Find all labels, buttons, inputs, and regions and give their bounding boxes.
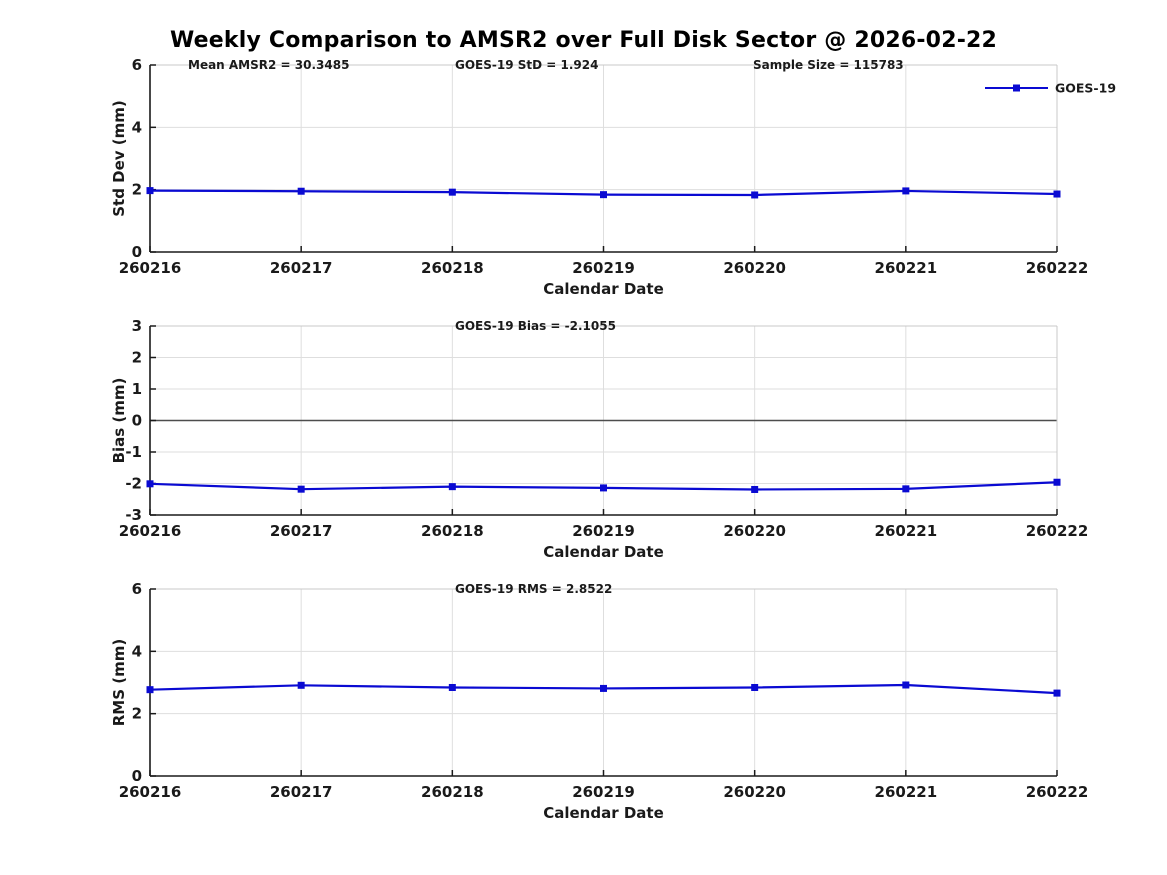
y-tick-label: -3 [125,506,142,524]
y-tick-label: 6 [132,580,142,598]
data-point-marker [600,484,607,492]
y-tick-label: -1 [125,443,142,461]
y-tick-label: 2 [132,349,142,367]
x-tick-label: 260221 [875,522,938,540]
subplot-bias: -3 -2 -1 0 1 2 3 260216 260217 260218 260219 260220… [110,317,1088,561]
y-tick-label: 4 [132,118,142,136]
data-point-marker [448,188,456,196]
subplot-stddev: 0 2 4 6 260216 260217 260218 260219 260220 260221… [110,56,1116,298]
subplot-rms: 0 2 4 6 260216 260217 260218 260219 260220 260221… [110,580,1088,822]
legend-marker [1013,84,1020,92]
data-point-marker [1053,689,1061,697]
data-point-marker [146,187,154,195]
y-tick-label: 0 [132,767,142,785]
x-tick-label: 260219 [572,522,635,540]
x-axis-label: Calendar Date [543,804,664,822]
data-point-marker [902,187,910,195]
data-point-marker [1053,478,1061,486]
x-tick-label: 260220 [723,259,786,277]
x-tick-label: 260222 [1026,259,1089,277]
x-tick-label: 260219 [572,783,635,801]
x-tick-label: 260216 [119,522,182,540]
y-tick-label: 2 [132,181,142,199]
data-point-marker [297,681,305,689]
x-tick-label: 260221 [875,783,938,801]
y-tick-label: -2 [125,475,142,493]
x-tick-label: 260221 [875,259,938,277]
y-axis-label: Std Dev (mm) [110,100,128,217]
annotation: GOES-19 Bias = -2.1055 [455,319,616,333]
x-tick-label: 260216 [119,259,182,277]
data-point-marker [146,480,154,488]
annotation: Mean AMSR2 = 30.3485 [188,58,349,72]
x-tick-label: 260216 [119,783,182,801]
x-tick-label: 260220 [723,783,786,801]
y-tick-label: 4 [132,642,142,660]
data-point-marker [902,485,910,493]
y-tick-label: 1 [132,380,142,398]
data-point-marker [1053,190,1061,198]
annotation: GOES-19 StD = 1.924 [455,58,598,72]
x-tick-label: 260218 [421,783,484,801]
y-tick-label: 6 [132,56,142,74]
x-tick-label: 260220 [723,522,786,540]
data-point-marker [448,683,456,691]
chart-title: Weekly Comparison to AMSR2 over Full Dis… [169,28,998,53]
data-point-marker [146,686,154,694]
x-tick-label: 260218 [421,522,484,540]
x-axis-label: Calendar Date [543,543,664,561]
x-tick-label: 260217 [270,259,333,277]
data-point-marker [751,485,759,493]
data-point-marker [751,191,759,199]
data-point-marker [600,684,607,692]
data-point-marker [751,683,759,691]
y-tick-label: 0 [132,243,142,261]
x-tick-label: 260219 [572,259,635,277]
y-tick-label: 0 [132,412,142,430]
legend: GOES-19 [985,81,1116,96]
x-tick-label: 260217 [270,783,333,801]
annotation: Sample Size = 115783 [753,58,904,72]
y-tick-label: 3 [132,317,142,335]
x-tick-label: 260222 [1026,783,1089,801]
x-tick-label: 260222 [1026,522,1089,540]
x-tick-label: 260218 [421,259,484,277]
y-tick-label: 2 [132,705,142,723]
y-axis-label: RMS (mm) [110,639,128,726]
x-tick-label: 260217 [270,522,333,540]
data-point-marker [448,483,456,491]
data-point-marker [600,191,607,199]
legend-label: GOES-19 [1055,81,1116,96]
x-axis-label: Calendar Date [543,280,664,298]
data-point-marker [297,187,305,195]
y-axis-label: Bias (mm) [110,378,128,464]
data-point-marker [297,485,305,493]
annotation: GOES-19 RMS = 2.8522 [455,582,612,596]
data-point-marker [902,681,910,689]
